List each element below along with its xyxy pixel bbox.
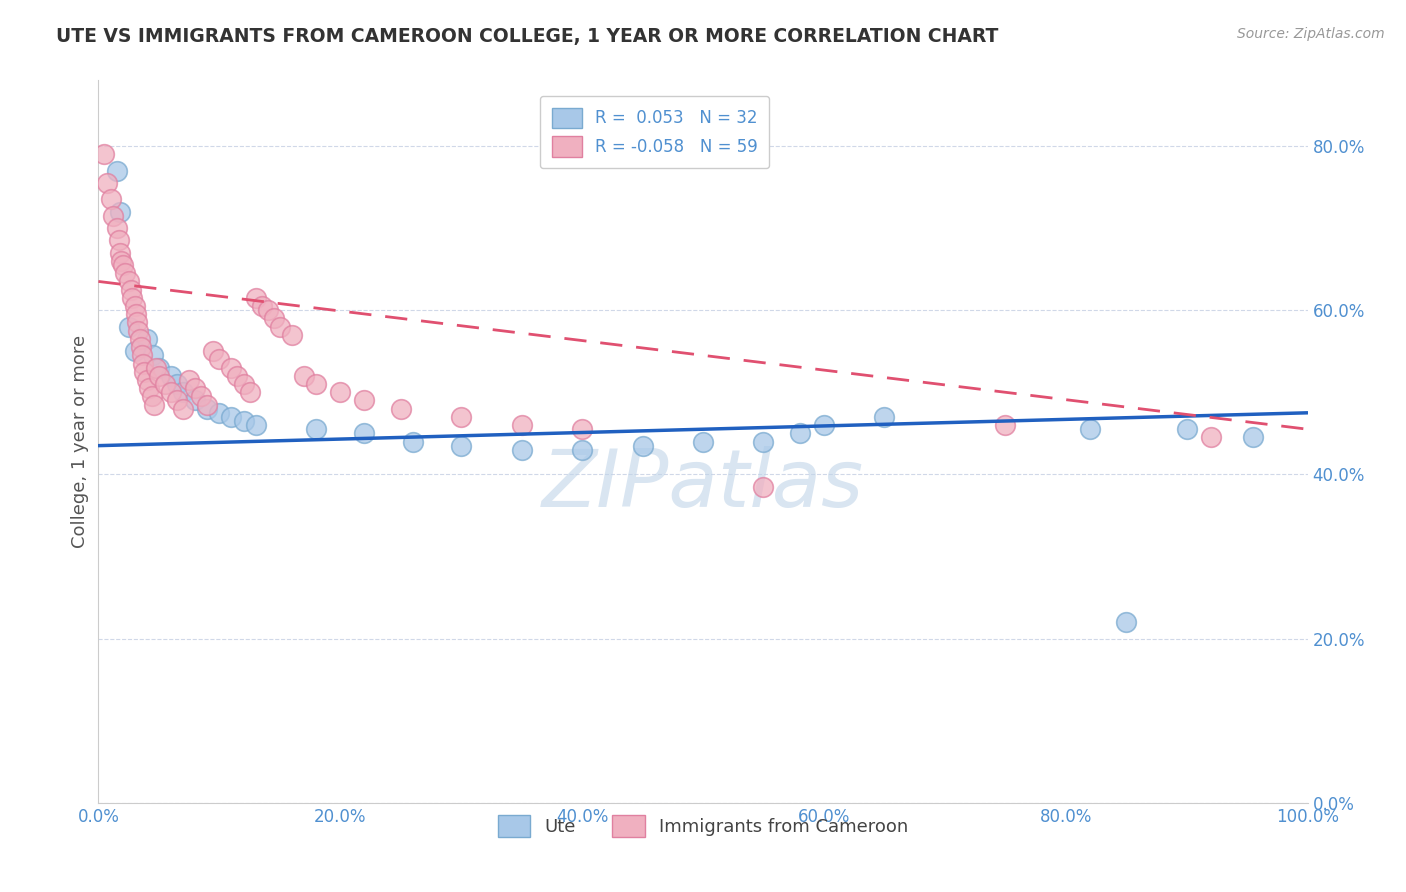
Point (1078, 422, 1101, 436)
Point (353, 426, 375, 441)
Point (305, 422, 328, 436)
Point (245, 291, 267, 305)
Point (353, 393, 375, 408)
Point (118, 319, 141, 334)
Y-axis label: College, 1 year or more: College, 1 year or more (70, 335, 89, 548)
Point (143, 398, 166, 412)
Point (631, 439, 654, 453)
Point (250, 299, 273, 313)
Point (389, 401, 412, 416)
Point (142, 348, 165, 362)
Point (138, 381, 160, 395)
Point (105, 221, 128, 235)
Point (190, 389, 212, 403)
Point (813, 418, 835, 433)
Point (873, 409, 896, 424)
Point (124, 299, 146, 313)
Point (202, 344, 225, 359)
Point (101, 209, 124, 223)
Point (510, 442, 533, 457)
Point (994, 418, 1017, 433)
Point (111, 258, 134, 272)
Point (292, 368, 315, 383)
Point (105, 163, 128, 178)
Point (118, 275, 141, 289)
Point (752, 480, 775, 494)
Point (148, 368, 170, 383)
Point (1241, 430, 1264, 444)
Point (134, 365, 156, 379)
Point (571, 422, 593, 436)
Point (100, 192, 122, 206)
Point (145, 360, 167, 375)
Point (245, 418, 267, 433)
Point (305, 377, 328, 392)
Point (121, 291, 143, 305)
Point (263, 311, 285, 326)
Point (571, 442, 593, 457)
Point (127, 316, 149, 330)
Point (166, 393, 188, 408)
Point (281, 327, 304, 342)
Point (129, 340, 152, 354)
Point (692, 434, 714, 449)
Point (752, 434, 775, 449)
Point (1175, 422, 1198, 436)
Point (124, 344, 146, 359)
Point (148, 360, 170, 375)
Point (195, 398, 218, 412)
Point (132, 357, 155, 371)
Point (125, 307, 148, 321)
Point (160, 385, 183, 400)
Point (269, 319, 291, 334)
Point (450, 439, 472, 453)
Point (239, 385, 262, 400)
Point (114, 266, 136, 280)
Legend: Ute, Immigrants from Cameroon: Ute, Immigrants from Cameroon (491, 808, 915, 845)
Text: UTE VS IMMIGRANTS FROM CAMEROON COLLEGE, 1 YEAR OR MORE CORRELATION CHART: UTE VS IMMIGRANTS FROM CAMEROON COLLEGE,… (56, 27, 998, 45)
Point (221, 360, 243, 375)
Point (208, 352, 231, 367)
Point (135, 373, 157, 387)
Point (510, 418, 533, 433)
Point (179, 373, 201, 387)
Point (208, 406, 231, 420)
Point (1115, 615, 1137, 630)
Point (96, 176, 118, 190)
Point (789, 426, 811, 441)
Point (226, 368, 249, 383)
Point (402, 434, 425, 449)
Point (108, 204, 131, 219)
Point (141, 389, 163, 403)
Point (127, 324, 149, 338)
Point (329, 385, 352, 400)
Point (153, 377, 176, 392)
Point (232, 377, 254, 392)
Point (184, 381, 207, 395)
Point (450, 409, 472, 424)
Point (1199, 430, 1222, 444)
Text: Source: ZipAtlas.com: Source: ZipAtlas.com (1237, 27, 1385, 41)
Point (166, 377, 188, 392)
Point (128, 332, 150, 346)
Point (232, 414, 254, 428)
Point (93, 147, 115, 161)
Point (120, 283, 142, 297)
Point (108, 245, 131, 260)
Point (131, 348, 153, 362)
Point (184, 393, 207, 408)
Point (172, 401, 194, 416)
Point (195, 401, 218, 416)
Point (160, 368, 183, 383)
Point (135, 332, 157, 346)
Point (172, 385, 194, 400)
Text: ZIPatlas: ZIPatlas (541, 446, 865, 524)
Point (108, 233, 131, 247)
Point (221, 409, 243, 424)
Point (256, 303, 278, 318)
Point (110, 253, 132, 268)
